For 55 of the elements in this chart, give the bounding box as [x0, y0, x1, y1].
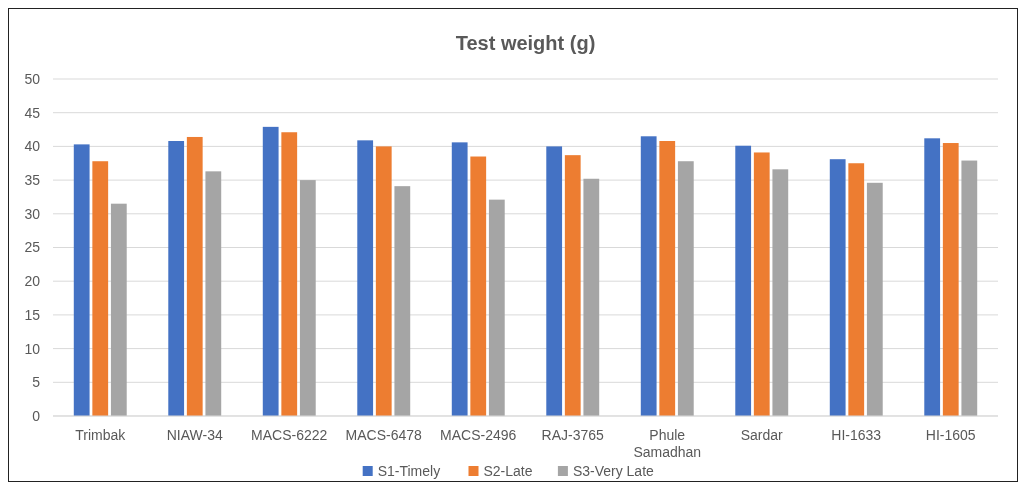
x-tick-label: MACS-2496	[440, 427, 517, 443]
y-tick-label: 10	[24, 340, 41, 357]
x-tick-label: NIAW-34	[166, 427, 223, 443]
bar	[848, 163, 865, 416]
legend-label: S3-Very Late	[572, 463, 655, 479]
bar	[829, 159, 846, 416]
y-tick-label: 30	[24, 205, 41, 222]
y-tick-label: 35	[24, 172, 41, 188]
bar	[866, 182, 883, 416]
bar	[168, 141, 185, 416]
bar	[299, 180, 316, 416]
y-tick-label: 50	[24, 70, 41, 87]
bar	[564, 155, 581, 416]
bar	[659, 141, 676, 416]
legend-label: S1-Timely	[377, 463, 441, 479]
bar	[546, 146, 563, 416]
bar	[281, 132, 298, 416]
bar	[186, 136, 203, 416]
bar	[375, 146, 392, 416]
y-tick-label: 0	[32, 407, 41, 424]
bar	[394, 186, 411, 416]
bar	[942, 143, 959, 416]
x-tick-label: HI-1633	[831, 427, 882, 443]
x-tick-label: MACS-6222	[251, 427, 328, 443]
y-tick-label: 45	[24, 104, 41, 121]
y-tick-label: 40	[24, 138, 41, 155]
bar	[357, 140, 374, 416]
bar	[73, 144, 90, 416]
bar	[205, 171, 222, 416]
bar	[735, 145, 752, 416]
y-tick-label: 25	[24, 239, 41, 256]
bar	[262, 126, 279, 416]
x-tick-label: RAJ-3765	[541, 427, 605, 443]
legend-label: S2-Late	[483, 463, 533, 479]
bar	[92, 161, 109, 416]
y-tick-label: 15	[24, 306, 41, 323]
x-tick-label: Trimbak	[75, 427, 127, 443]
bar	[772, 169, 789, 416]
y-tick-label: 20	[24, 273, 41, 290]
bar	[677, 161, 694, 416]
bar	[470, 156, 487, 416]
bar	[961, 160, 978, 416]
bar	[583, 178, 600, 416]
bar	[451, 142, 468, 416]
x-tick-label: Sardar	[740, 427, 784, 443]
bar	[924, 138, 941, 416]
bar	[640, 136, 657, 416]
x-tick-label: HI-1605	[925, 427, 976, 443]
bar	[110, 203, 127, 416]
x-tick-label: MACS-6478	[345, 427, 423, 443]
bar	[753, 152, 770, 416]
chart-title: Test weight (g)	[455, 32, 596, 54]
bar	[488, 199, 505, 416]
x-tick-label: Phule Samadhan	[633, 427, 702, 460]
y-tick-label: 5	[32, 374, 41, 391]
